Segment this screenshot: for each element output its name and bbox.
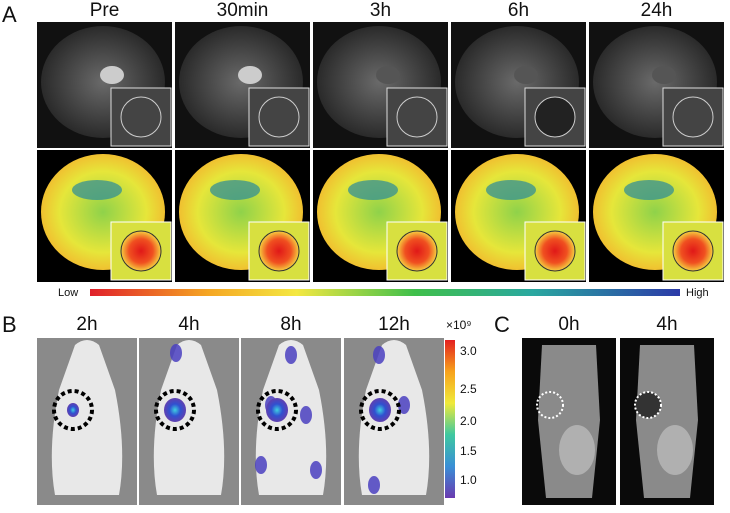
- signal-spot: [255, 456, 267, 474]
- heatmap-region: [210, 180, 260, 200]
- timepoint-label: 4h: [656, 314, 677, 335]
- scale-high: High: [686, 287, 709, 299]
- timepoint-label: 12h: [378, 314, 410, 335]
- signal-spot: [285, 346, 297, 364]
- scale-low: Low: [58, 287, 78, 299]
- tumor-ring: [536, 391, 564, 419]
- panel-label: C: [494, 312, 510, 337]
- tumor-ring: [634, 391, 662, 419]
- mri-organ: [657, 425, 693, 475]
- tumor-signal: [266, 398, 288, 422]
- mouse-body: [51, 340, 123, 495]
- mri-spine: [238, 66, 262, 84]
- signal-spot: [368, 476, 380, 494]
- heatmap-region: [624, 180, 674, 200]
- inset-ring: [534, 96, 576, 138]
- mri-spine: [376, 66, 400, 84]
- colorbar-tick: 1.5: [460, 444, 477, 458]
- inset-ring: [672, 96, 714, 138]
- panel-label: B: [2, 312, 17, 337]
- mouse-body: [358, 340, 430, 495]
- colorbar-tick: 3.0: [460, 344, 477, 358]
- colorbar-unit: ×10⁹: [446, 318, 472, 332]
- timepoint-label: 30min: [217, 0, 269, 21]
- tumor-signal: [369, 398, 391, 422]
- timepoint-label: 2h: [76, 314, 97, 335]
- tumor-ring: [52, 389, 94, 431]
- mouse-body: [255, 340, 327, 495]
- inset-ring: [120, 96, 162, 138]
- colorbar-tick: 2.5: [460, 382, 477, 396]
- mri-spine: [514, 66, 538, 84]
- tumor-ring: [359, 389, 401, 431]
- tumor-signal: [164, 398, 186, 422]
- color-scale: [90, 289, 680, 296]
- inset-ring: [396, 96, 438, 138]
- signal-spot: [310, 461, 322, 479]
- panel-label: A: [2, 2, 17, 27]
- mouse-body: [153, 340, 225, 495]
- timepoint-label: 4h: [178, 314, 199, 335]
- timepoint-label: 3h: [370, 0, 391, 21]
- mri-organ: [559, 425, 595, 475]
- tumor-signal: [67, 403, 79, 417]
- tumor-ring: [154, 389, 196, 431]
- heatmap-spot: [396, 230, 438, 272]
- signal-spot: [373, 346, 385, 364]
- mri-spine: [100, 66, 124, 84]
- colorbar-tick: 2.0: [460, 414, 477, 428]
- signal-spot: [170, 344, 182, 362]
- heatmap-spot: [672, 230, 714, 272]
- heatmap-spot: [120, 230, 162, 272]
- heatmap-spot: [534, 230, 576, 272]
- mri-body: [636, 345, 698, 498]
- timepoint-label: Pre: [90, 0, 120, 21]
- mri-body: [538, 345, 600, 498]
- tumor-ring: [256, 389, 298, 431]
- signal-spot: [300, 406, 312, 424]
- timepoint-label: 8h: [280, 314, 301, 335]
- heatmap-region: [348, 180, 398, 200]
- colorbar-tick: 1.0: [460, 473, 477, 487]
- timepoint-label: 6h: [508, 0, 529, 21]
- mri-spine: [652, 66, 676, 84]
- timepoint-label: 24h: [641, 0, 673, 21]
- timepoint-label: 0h: [558, 314, 579, 335]
- heatmap-spot: [258, 230, 300, 272]
- inset-ring: [258, 96, 300, 138]
- heatmap-region: [486, 180, 536, 200]
- colorbar: [445, 340, 455, 498]
- signal-spot: [398, 396, 410, 414]
- heatmap-region: [72, 180, 122, 200]
